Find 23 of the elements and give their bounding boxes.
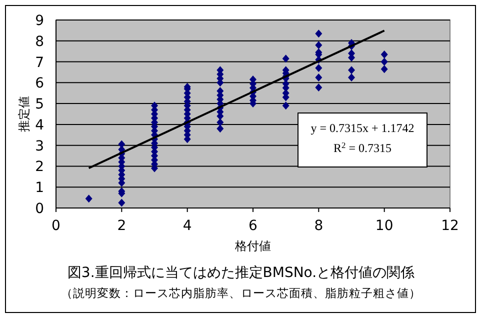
y-tick-label: 9 — [35, 13, 44, 29]
text: （説明変数：ロース芯内脂肪率、ロース芯面積、脂肪粒子粗さ値） — [61, 286, 421, 300]
annotation: R$^{2}$ = 0.7315 — [334, 140, 392, 155]
y-tick-label: 3 — [35, 138, 44, 154]
x-tick-label: 12 — [441, 218, 459, 234]
x-axis-title: 格付値 — [234, 239, 271, 253]
y-tick-label: 0 — [35, 201, 44, 217]
x-tick-label: 2 — [117, 218, 126, 234]
x-tick-label: 10 — [375, 218, 394, 234]
y-tick-label: 2 — [35, 159, 44, 176]
y-tick-label: 6 — [35, 76, 44, 92]
y-tick-label: 1 — [35, 180, 44, 196]
y-tick-label: 7 — [35, 54, 44, 71]
x-tick-label: 4 — [182, 218, 192, 234]
x-tick-label: 0 — [52, 218, 60, 234]
y-axis-title: 推定値 — [17, 96, 31, 132]
y-tick-label: 5 — [35, 96, 44, 113]
annotation: y = 0.7315x + 1.1742 — [310, 121, 414, 135]
text: 図3.重回帰式に当てはめた推定BMSNo.と格付値の関係 — [67, 265, 415, 281]
y-tick-label: 8 — [35, 34, 44, 50]
y-tick-label: 4 — [35, 117, 44, 134]
x-tick-label: 6 — [248, 218, 258, 234]
x-tick-label: 8 — [314, 218, 324, 234]
